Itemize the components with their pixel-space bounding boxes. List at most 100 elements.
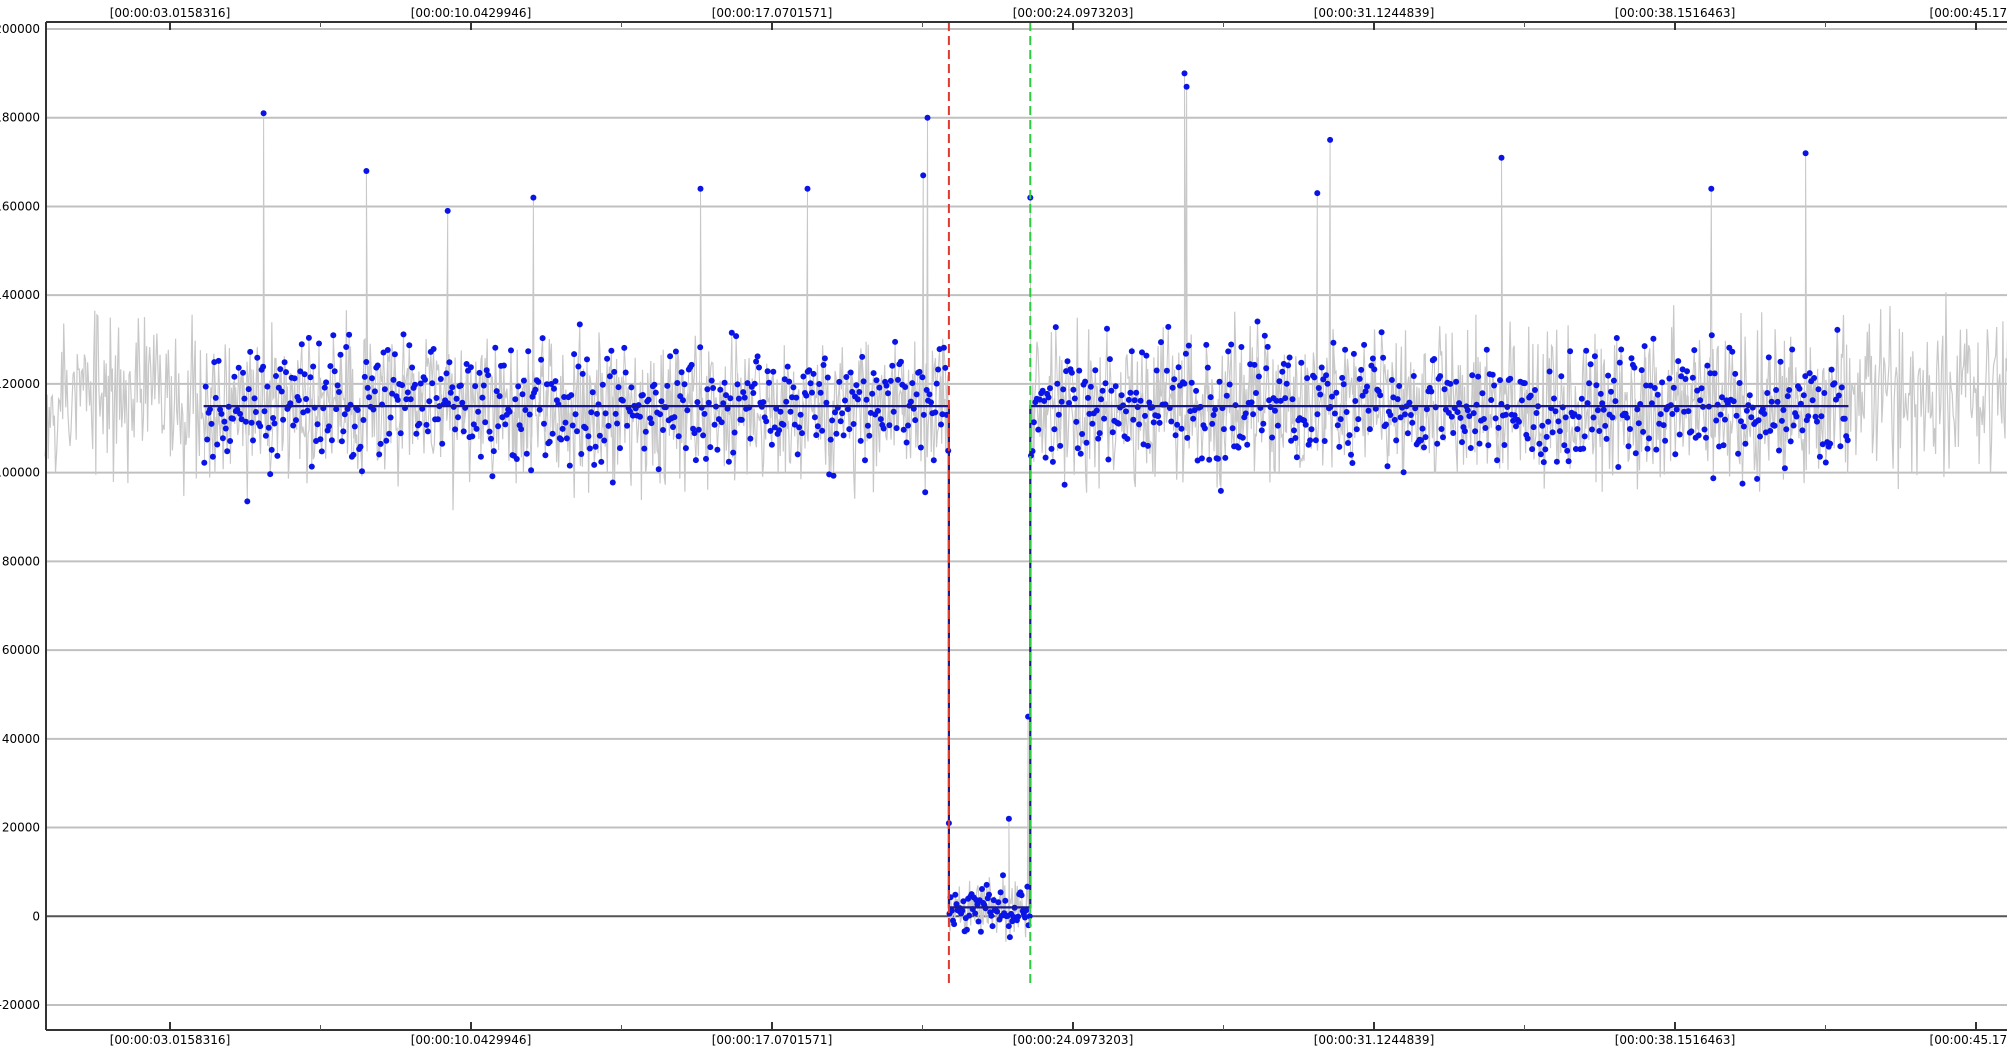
data-point [1802, 373, 1809, 380]
data-point [642, 428, 649, 435]
data-point [1289, 396, 1296, 403]
data-point [1407, 412, 1414, 418]
data-point [1596, 428, 1603, 434]
data-point [298, 341, 305, 348]
data-point [1565, 458, 1572, 465]
data-point [1421, 444, 1427, 451]
data-point [260, 110, 267, 117]
data-point [811, 414, 818, 421]
data-point [1605, 372, 1612, 379]
data-point [900, 426, 907, 433]
data-point [1524, 435, 1531, 442]
data-point [711, 421, 718, 428]
data-point [434, 416, 441, 423]
data-point [1757, 433, 1763, 440]
data-point [727, 395, 734, 402]
data-point [1511, 412, 1518, 419]
data-point [740, 389, 747, 396]
data-point [823, 399, 830, 406]
data-point [500, 362, 507, 369]
data-point [1729, 348, 1736, 355]
data-point [1648, 400, 1655, 407]
data-point [890, 408, 897, 415]
data-point [1098, 396, 1105, 403]
data-point [274, 452, 281, 459]
data-point [1691, 347, 1698, 354]
data-point [1545, 418, 1552, 425]
data-point [1612, 398, 1619, 405]
data-point [460, 428, 467, 435]
data-point [1495, 424, 1502, 431]
data-point [1109, 429, 1116, 436]
data-point [1291, 427, 1297, 434]
data-point [366, 394, 373, 401]
data-point [559, 425, 566, 432]
data-point [506, 408, 513, 415]
data-point [250, 437, 256, 444]
cursor-markers[interactable] [947, 22, 1032, 985]
data-point [208, 420, 215, 427]
data-point [1789, 346, 1796, 353]
x-tick-label-bottom: [00:00:38.1516463] [1615, 1033, 1736, 1047]
data-point [700, 432, 707, 439]
data-point [1640, 428, 1647, 435]
data-point [1133, 389, 1140, 396]
data-point [1670, 384, 1677, 391]
data-point [1348, 451, 1354, 458]
data-point [675, 433, 682, 440]
data-point [416, 420, 423, 427]
data-point [1659, 379, 1666, 386]
data-point [403, 396, 410, 403]
data-point [1185, 342, 1192, 349]
data-point [574, 428, 580, 435]
data-point [1314, 190, 1321, 197]
plot-frame [45, 21, 2007, 1031]
data-point [399, 382, 406, 389]
data-point [790, 384, 797, 391]
data-point [1409, 419, 1416, 426]
data-point [1226, 381, 1233, 388]
data-point [1764, 390, 1771, 396]
data-point [1597, 390, 1604, 397]
data-point [546, 438, 553, 445]
data-point [750, 390, 757, 396]
data-point [1336, 443, 1343, 450]
data-point [582, 425, 589, 432]
data-point [1136, 421, 1143, 428]
x-tick-label-bottom: [00:00:17.0701571] [712, 1033, 833, 1047]
data-point [1210, 412, 1217, 418]
data-point [1546, 368, 1553, 375]
data-point [1783, 426, 1790, 433]
data-point [563, 435, 570, 442]
data-point [1447, 380, 1454, 387]
data-point [1615, 464, 1622, 470]
data-point [1225, 348, 1232, 355]
data-point [857, 437, 864, 444]
data-point [990, 897, 997, 904]
data-point [1773, 387, 1780, 393]
data-point [572, 411, 579, 418]
data-point [1273, 397, 1280, 404]
data-point [1492, 415, 1499, 422]
data-point [472, 383, 479, 390]
data-point [237, 410, 244, 417]
data-point [1283, 380, 1290, 387]
x-axis-bottom: [00:00:03.0158316] [00:00:10.0429946] [00:… [110, 1022, 2007, 1047]
data-point [909, 380, 916, 387]
data-point [1128, 348, 1135, 355]
data-point [303, 396, 310, 402]
data-point [562, 419, 569, 426]
data-point [1464, 407, 1471, 414]
y-tick-label: 160000 [0, 199, 40, 213]
data-point [281, 359, 288, 366]
data-point [1321, 438, 1328, 444]
data-point [1207, 394, 1214, 401]
data-point [579, 370, 586, 377]
data-point [809, 389, 815, 396]
data-point [710, 385, 717, 391]
data-point [1740, 423, 1747, 430]
data-point [1404, 430, 1411, 437]
data-point [1543, 433, 1550, 440]
data-point [648, 420, 655, 427]
